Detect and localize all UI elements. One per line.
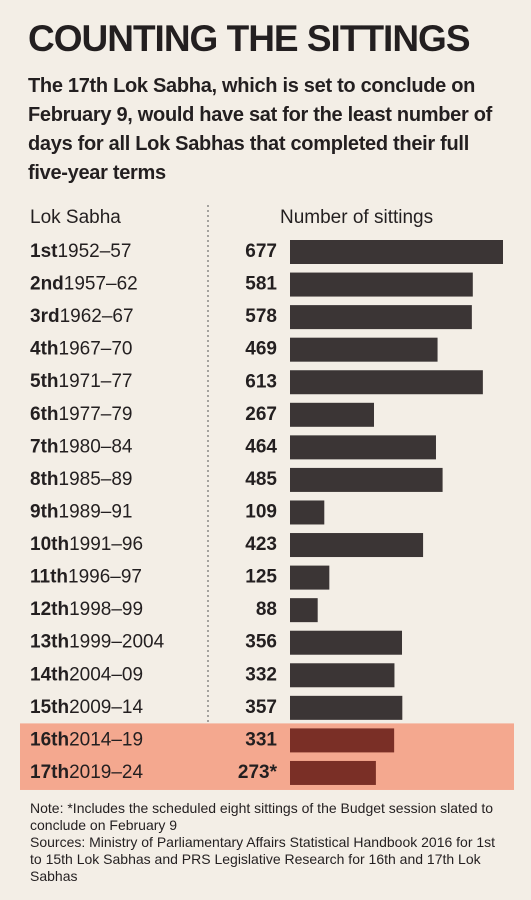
category-label: 16th2014–19 (30, 729, 143, 750)
category-ordinal: 12th (30, 599, 69, 620)
category-period: 1991–96 (69, 534, 143, 555)
category-ordinal: 8th (30, 469, 59, 490)
category-label: 14th2004–09 (30, 664, 143, 685)
value-label: 464 (245, 436, 277, 457)
notes: Note: *Includes the scheduled eight sitt… (30, 800, 500, 885)
value-header: Number of sittings (280, 207, 433, 228)
bar (290, 630, 403, 655)
chart: Lok Sabha Number of sittings 1st1952–57 6… (20, 205, 514, 790)
category-label: 4th1967–70 (30, 339, 132, 360)
category-period: 1985–89 (59, 469, 133, 490)
bar (290, 533, 424, 558)
category-period: 1999–2004 (69, 632, 165, 653)
value-label: 581 (245, 274, 277, 295)
value-label: 356 (245, 632, 277, 653)
category-period: 1977–79 (59, 404, 133, 425)
category-label: 8th1985–89 (30, 469, 132, 490)
value-label: 273* (238, 762, 278, 783)
category-ordinal: 15th (30, 697, 69, 718)
value-label: 469 (245, 339, 277, 360)
category-ordinal: 7th (30, 436, 59, 457)
value-label: 485 (245, 469, 277, 490)
bar (290, 435, 436, 460)
bar (290, 598, 318, 623)
bar (290, 695, 403, 720)
category-label: 10th1991–96 (30, 534, 143, 555)
value-label: 125 (245, 567, 277, 588)
category-ordinal: 11th (30, 567, 68, 588)
chart-subtitle: The 17th Lok Sabha, which is set to conc… (28, 75, 492, 184)
category-period: 2004–09 (69, 664, 143, 685)
category-period: 2019–24 (69, 762, 143, 783)
category-label: 9th1989–91 (30, 501, 132, 522)
category-label: 2nd1957–62 (30, 274, 138, 295)
category-ordinal: 16th (30, 729, 69, 750)
bar (290, 467, 443, 492)
category-ordinal: 2nd (30, 274, 64, 295)
value-label: 423 (245, 534, 277, 555)
category-label: 5th1971–77 (30, 371, 132, 392)
category-period: 1998–99 (69, 599, 143, 620)
category-period: 1952–57 (57, 241, 131, 262)
category-label: 1st1952–57 (30, 241, 131, 262)
value-label: 578 (245, 306, 277, 327)
category-period: 1962–67 (60, 306, 134, 327)
category-label: 11th1996–97 (30, 567, 142, 588)
bar (290, 272, 473, 297)
category-ordinal: 5th (30, 371, 59, 392)
category-header: Lok Sabha (30, 207, 121, 228)
bar (290, 565, 330, 590)
category-label: 15th2009–14 (30, 697, 143, 718)
value-label: 109 (245, 501, 277, 522)
category-period: 1967–70 (59, 339, 133, 360)
category-period: 1957–62 (64, 274, 138, 295)
bar (290, 728, 395, 753)
category-ordinal: 6th (30, 404, 59, 425)
category-period: 1971–77 (59, 371, 133, 392)
value-label: 613 (245, 371, 277, 392)
category-ordinal: 4th (30, 339, 59, 360)
value-label: 88 (256, 599, 277, 620)
value-label: 357 (245, 697, 277, 718)
category-ordinal: 13th (30, 632, 69, 653)
bar (290, 240, 503, 264)
category-period: 1989–91 (59, 501, 133, 522)
category-ordinal: 3rd (30, 306, 60, 327)
bar (290, 305, 472, 330)
category-label: 17th2019–24 (30, 762, 143, 783)
chart-title: COUNTING THE SITTINGS (28, 18, 470, 59)
bar (290, 500, 325, 525)
value-label: 267 (245, 404, 277, 425)
category-ordinal: 10th (30, 534, 69, 555)
value-label: 332 (245, 664, 277, 685)
category-period: 1980–84 (59, 436, 133, 457)
category-period: 2009–14 (69, 697, 143, 718)
bar (290, 402, 375, 427)
category-ordinal: 14th (30, 664, 69, 685)
bar (290, 760, 376, 785)
category-ordinal: 9th (30, 501, 59, 522)
category-label: 12th1998–99 (30, 599, 143, 620)
value-label: 677 (245, 241, 277, 262)
category-ordinal: 1st (30, 241, 58, 262)
category-ordinal: 17th (30, 762, 69, 783)
category-label: 3rd1962–67 (30, 306, 134, 327)
category-label: 6th1977–79 (30, 404, 132, 425)
bar (290, 337, 438, 362)
category-label: 7th1980–84 (30, 436, 133, 457)
bar (290, 663, 395, 688)
category-label: 13th1999–2004 (30, 632, 165, 653)
highlight-band (20, 723, 514, 790)
category-period: 2014–19 (69, 729, 143, 750)
category-period: 1996–97 (68, 567, 142, 588)
bar (290, 370, 483, 395)
note: Note: *Includes the scheduled eight sitt… (30, 800, 494, 833)
sources: Sources: Ministry of Parliamentary Affai… (30, 834, 496, 884)
value-label: 331 (245, 729, 277, 750)
